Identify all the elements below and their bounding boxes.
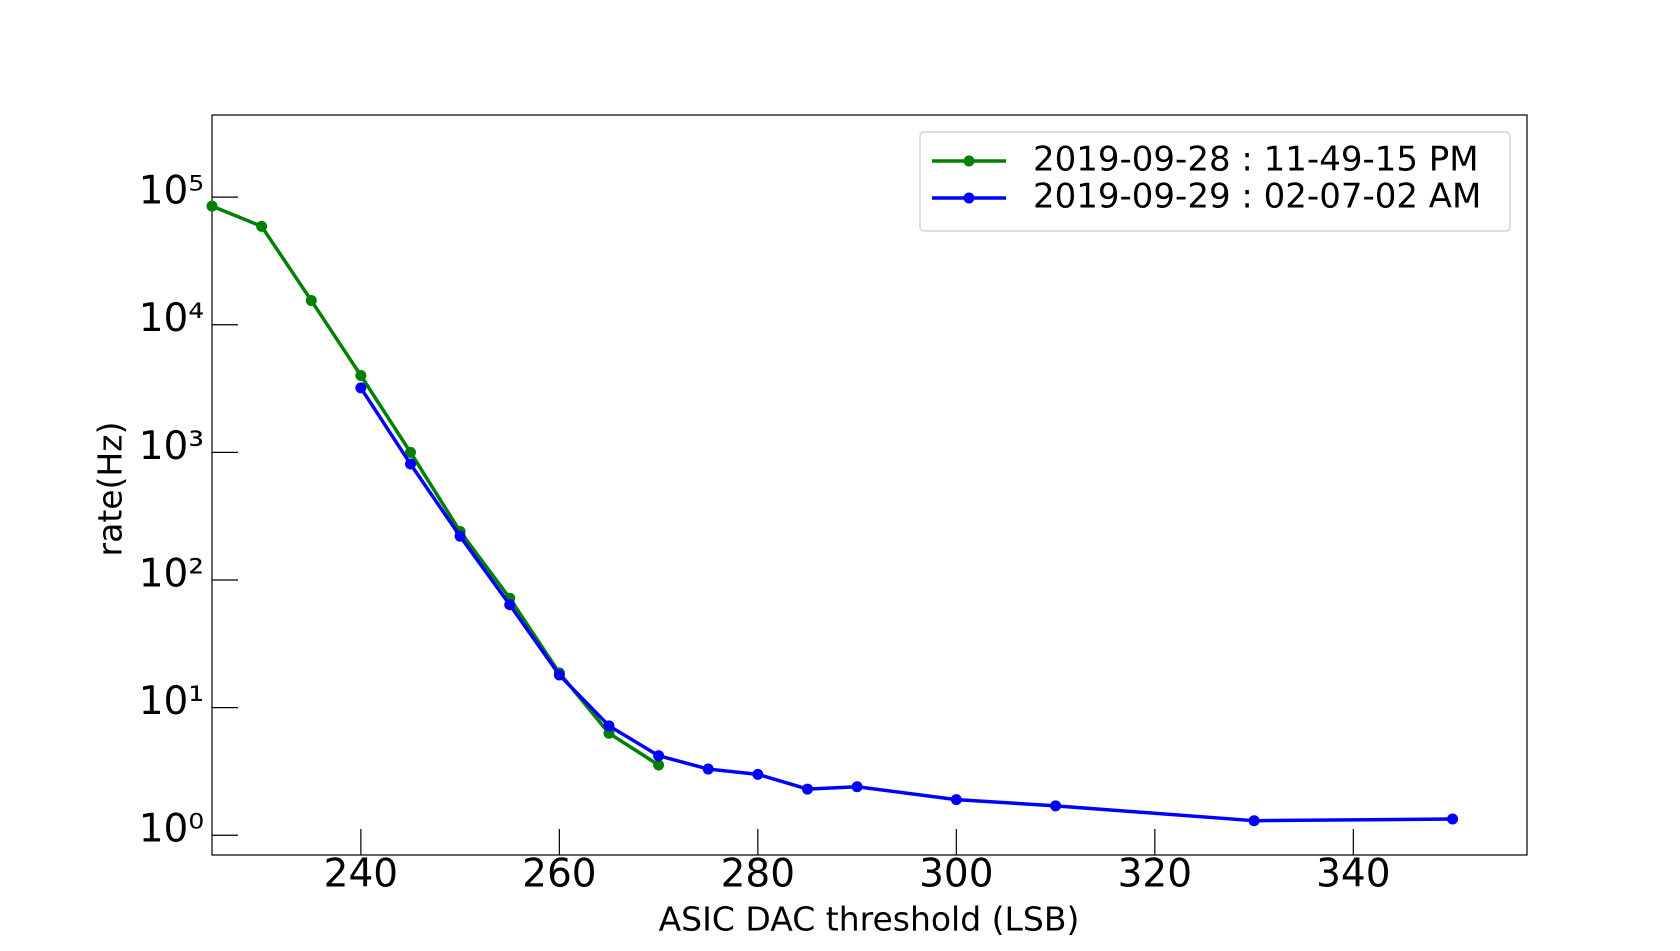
data-point	[702, 763, 714, 775]
data-point	[752, 768, 764, 780]
data-point	[305, 294, 317, 306]
data-point	[801, 783, 813, 795]
data-point	[256, 220, 268, 232]
data-point	[950, 794, 962, 806]
data-point	[454, 530, 466, 542]
data-point	[851, 781, 863, 793]
y-tick-label: 10³	[139, 424, 204, 469]
data-point	[603, 720, 615, 732]
data-point	[1248, 815, 1260, 827]
x-tick-label: 340	[1316, 852, 1390, 897]
plot-frame	[211, 114, 1528, 856]
series-line	[359, 386, 1453, 823]
x-tick-label: 320	[1118, 852, 1192, 897]
x-tick-label: 300	[919, 852, 993, 897]
y-tick-label: 10²	[139, 551, 204, 596]
series-line	[211, 204, 660, 767]
x-tick-label: 280	[721, 852, 795, 897]
legend-label: 2019-09-29 : 02-07-02 AM	[1033, 177, 1481, 217]
x-axis-label: ASIC DAC threshold (LSB)	[659, 900, 1080, 939]
legend-marker	[963, 192, 975, 204]
legend-box	[919, 131, 1511, 232]
x-tick-label: 240	[324, 852, 398, 897]
y-tick-label: 10⁵	[139, 169, 204, 214]
legend-label: 2019-09-28 : 11-49-15 PM	[1033, 140, 1479, 180]
y-tick-label: 10⁴	[139, 296, 204, 341]
legend-marker	[963, 155, 975, 167]
data-point	[404, 446, 416, 458]
data-point	[404, 458, 416, 470]
data-point	[1447, 813, 1459, 825]
data-point	[1050, 800, 1062, 812]
data-point	[206, 200, 218, 212]
data-point	[504, 599, 516, 611]
data-point	[653, 759, 665, 771]
data-point	[553, 669, 565, 681]
x-tick-label: 260	[522, 852, 596, 897]
data-point	[355, 382, 367, 394]
y-axis-label: rate(Hz)	[91, 422, 130, 557]
y-tick-label: 10⁰	[139, 807, 204, 852]
data-point	[653, 750, 665, 762]
y-tick-label: 10¹	[139, 679, 204, 724]
data-point	[355, 370, 367, 382]
